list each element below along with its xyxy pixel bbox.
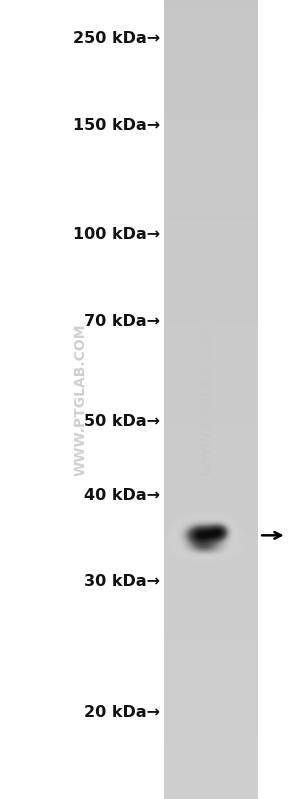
Text: 250 kDa→: 250 kDa→ [73, 31, 160, 46]
Text: 40 kDa→: 40 kDa→ [84, 488, 160, 503]
Text: WWW.PTGLAB.COM: WWW.PTGLAB.COM [200, 324, 214, 475]
Text: 70 kDa→: 70 kDa→ [84, 315, 160, 329]
Text: 20 kDa→: 20 kDa→ [84, 706, 160, 720]
Text: 50 kDa→: 50 kDa→ [84, 415, 160, 429]
Text: 30 kDa→: 30 kDa→ [84, 574, 160, 589]
Text: 100 kDa→: 100 kDa→ [73, 228, 160, 242]
Text: WWW.PTGLAB.COM: WWW.PTGLAB.COM [74, 324, 88, 475]
Text: 150 kDa→: 150 kDa→ [73, 118, 160, 133]
